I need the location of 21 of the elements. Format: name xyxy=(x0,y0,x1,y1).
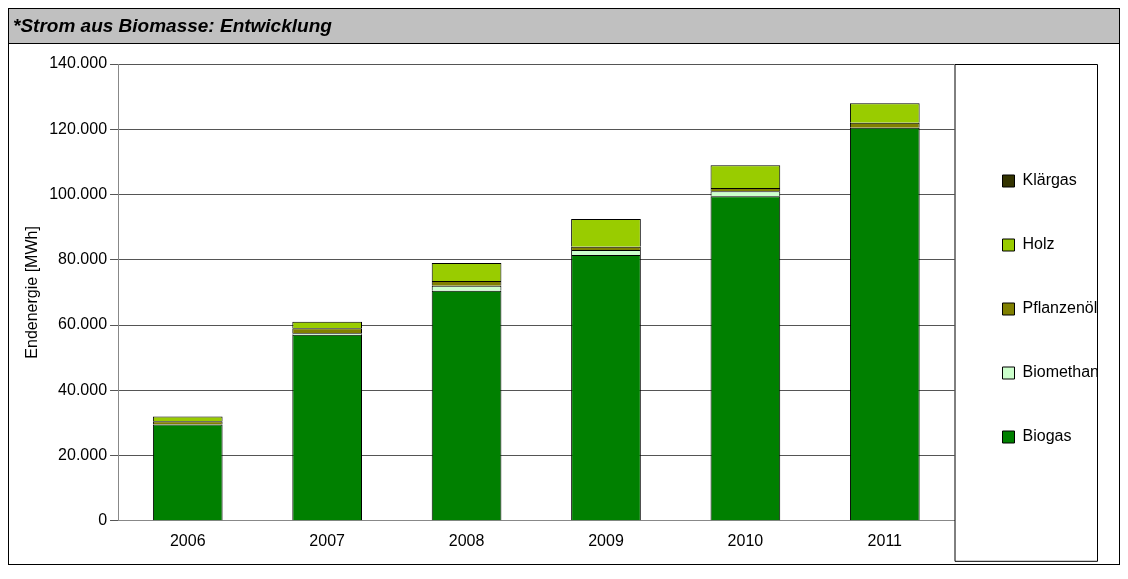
y-tick-label: 0 xyxy=(98,511,108,529)
legend-label: Holz xyxy=(1022,235,1055,253)
y-axis-title: Endenergie [MWh] xyxy=(23,226,41,359)
y-tick-label: 120.000 xyxy=(49,119,108,137)
legend-label: Biomethan xyxy=(1022,363,1100,381)
y-tick-label: 40.000 xyxy=(58,380,108,398)
x-tick-label: 2007 xyxy=(309,531,346,549)
legend-label: Klärgas xyxy=(1022,171,1077,189)
y-tick-label: 60.000 xyxy=(58,315,108,333)
x-tick-label: 2006 xyxy=(169,531,206,549)
y-tick-label: 140.000 xyxy=(49,54,108,72)
x-tick-label: 2010 xyxy=(727,531,764,549)
x-tick-label: 2009 xyxy=(588,531,624,549)
x-tick-label: 2011 xyxy=(867,531,903,549)
legend-label: Biogas xyxy=(1022,427,1072,445)
y-tick-label: 20.000 xyxy=(58,445,108,463)
y-tick-label: 80.000 xyxy=(58,250,108,268)
legend-label: Pflanzenöl xyxy=(1022,299,1098,317)
x-tick-label: 2008 xyxy=(448,531,485,549)
chart-title: *Strom aus Biomasse: Entwicklung xyxy=(9,9,1119,44)
y-tick-label: 100.000 xyxy=(49,184,108,202)
